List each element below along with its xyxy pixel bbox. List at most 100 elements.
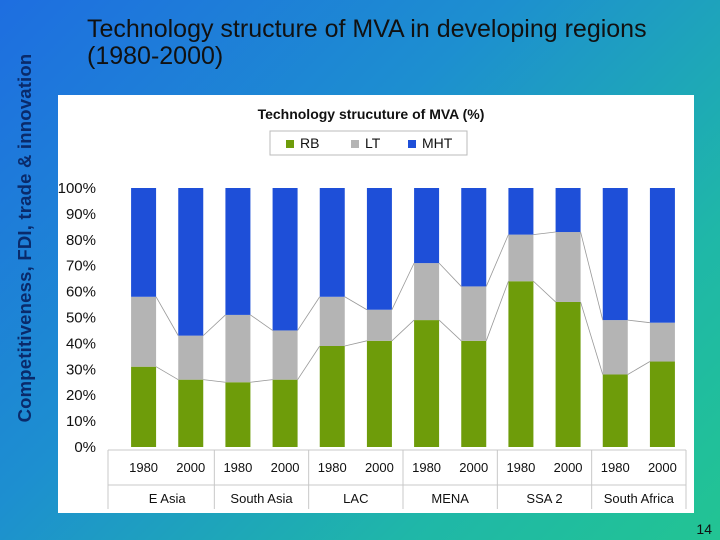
series-connector [580,231,604,321]
bar-rb-2000-3 [272,379,298,447]
bar-mht-2000-7 [461,188,487,287]
series-connector [627,319,650,324]
chart-panel: Technology strucuture of MVA (%) RB LT MHT… [58,95,694,513]
series-connector [485,234,509,287]
series-connector [155,366,179,381]
bar-rb-1980-6 [414,320,440,447]
series-connector [203,379,226,383]
bar-mht-1980-4 [319,188,345,297]
y-tick-label: 60% [66,284,96,301]
bar-mht-2000-1 [178,188,204,336]
bar-lt-2000-9 [555,232,581,302]
bar-rb-1980-10 [602,374,628,447]
bar-rb-2000-9 [555,301,581,447]
bar-lt-1980-2 [225,314,251,383]
y-tick-label: 0% [74,439,96,456]
x-tick-label: 2000 [648,460,677,475]
series-connector [391,262,415,310]
y-axis: 0% 10% 20% 30% 40% 50% 60% 70% 80% 90% 100% [58,180,96,456]
bar-mht-1980-10 [602,188,628,321]
bar-rb-2000-11 [649,361,675,447]
series-connector [627,361,651,375]
series-connector [391,319,415,342]
x-tick-label: 1980 [506,460,535,475]
y-tick-label: 100% [58,180,96,197]
series-connector [580,301,604,375]
bar-mht-1980-8 [508,188,534,235]
y-tick-label: 20% [66,387,96,404]
x-tick-label: 2000 [554,460,583,475]
bar-rb-1980-2 [225,382,251,447]
bar-mht-2000-5 [366,188,392,310]
legend-box [269,130,468,156]
series-connector [297,296,321,331]
bar-lt-2000-5 [366,309,392,341]
y-tick-label: 80% [66,232,96,249]
x-tick-label: 2000 [176,460,205,475]
y-tick-label: 70% [66,258,96,275]
region-label: SSA 2 [526,491,562,506]
legend-swatch-mht [408,140,416,148]
y-tick-label: 40% [66,335,96,352]
y-tick-label: 10% [66,413,96,430]
y-tick-label: 50% [66,310,96,327]
series-connector [155,296,179,336]
series-connector [297,345,321,380]
x-tick-label: 2000 [365,460,394,475]
series-connector [485,281,509,341]
bar-lt-1980-6 [414,263,440,321]
series-connector [250,314,273,331]
bar-lt-1980-10 [602,320,628,375]
side-title: Competitiveness, FDI, trade & innovation [0,0,50,540]
bar-lt-2000-3 [272,330,298,380]
bar-lt-2000-7 [461,286,487,341]
x-tick-label: 1980 [318,460,347,475]
x-tick-label: 1980 [129,460,158,475]
side-title-text: Competitiveness, FDI, trade & innovation [14,53,35,423]
legend-label-rb: RB [300,135,319,151]
legend-swatch-lt [351,140,359,148]
region-label: MENA [431,491,469,506]
series-connector [533,280,556,303]
x-axis: 1980 2000 1980 2000 1980 2000 1980 2000 1980 2000… [107,449,687,509]
bar-mht-1980-0 [131,188,157,297]
series-connector [533,231,556,236]
bar-lt-1980-8 [508,234,534,282]
bar-mht-1980-6 [414,188,440,264]
plot-area [131,188,675,447]
region-label: South Asia [230,491,293,506]
x-tick-label: 1980 [223,460,252,475]
series-connector [438,262,462,287]
bar-rb-1980-0 [131,366,157,447]
bar-mht-2000-9 [555,188,581,233]
bar-rb-1980-4 [319,345,345,447]
region-label: E Asia [149,491,187,506]
y-tick-label: 90% [66,206,96,223]
bar-lt-2000-11 [649,322,675,362]
series-connector [250,379,273,383]
legend-label-mht: MHT [422,135,453,151]
x-tick-label: 1980 [412,460,441,475]
stacked-bar-chart: Technology strucuture of MVA (%) RB LT MHT… [58,106,687,509]
y-tick-label: 30% [66,361,96,378]
bar-mht-2000-3 [272,188,298,331]
region-label: LAC [343,491,368,506]
bar-mht-1980-2 [225,188,251,315]
region-label: South Africa [604,491,675,506]
bar-mht-2000-11 [649,188,675,323]
x-tick-label: 2000 [271,460,300,475]
bar-lt-1980-0 [131,296,157,367]
x-tick-label: 2000 [459,460,488,475]
series-connector [344,296,368,311]
bar-rb-2000-5 [366,340,392,447]
slide-title: Technology structure of MVA in developin… [87,15,647,70]
page-number: 14 [696,521,712,537]
bar-lt-1980-4 [319,296,345,346]
bar-rb-1980-8 [508,281,534,447]
series-connector [202,314,226,336]
legend: RB LT MHT [269,130,468,156]
x-tick-label: 1980 [601,460,630,475]
series-connector [438,319,462,342]
bar-rb-2000-1 [178,379,204,447]
chart-title: Technology strucuture of MVA (%) [258,106,485,122]
